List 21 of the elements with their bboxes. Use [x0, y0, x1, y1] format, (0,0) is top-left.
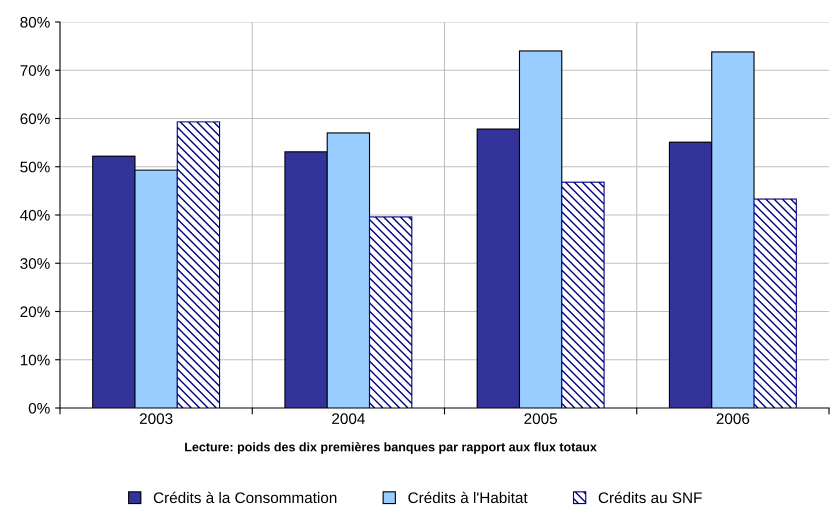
legend-label: Crédits au SNF [598, 492, 702, 504]
bar [368, 216, 412, 408]
x-tick-label: 2004 [332, 413, 365, 424]
x-tick-label: 2005 [524, 413, 557, 424]
x-tick-label: 2003 [140, 413, 172, 424]
text: Lecture: poids des dix premières banques par rapport aux flux totaux [185, 442, 597, 454]
legend-label: Crédits à l'Habitat [408, 492, 528, 504]
y-tick-label: 10% [20, 354, 50, 366]
y-tick-label: 50% [20, 162, 50, 172]
y-tick-label: 60% [20, 113, 50, 124]
y-tick-label: 30% [20, 258, 50, 269]
bar [753, 198, 797, 408]
y-tick-label: 80% [20, 16, 50, 28]
bar [561, 182, 605, 408]
y-tick-label: 0% [28, 402, 50, 414]
bar [176, 121, 220, 408]
legend-label: Crédits à la Consommation [154, 492, 336, 504]
x-tick-label: 2006 [716, 413, 750, 424]
y-tick-label: 70% [20, 65, 50, 76]
y-tick-label: 40% [20, 210, 50, 221]
y-tick-label: 20% [20, 306, 50, 318]
